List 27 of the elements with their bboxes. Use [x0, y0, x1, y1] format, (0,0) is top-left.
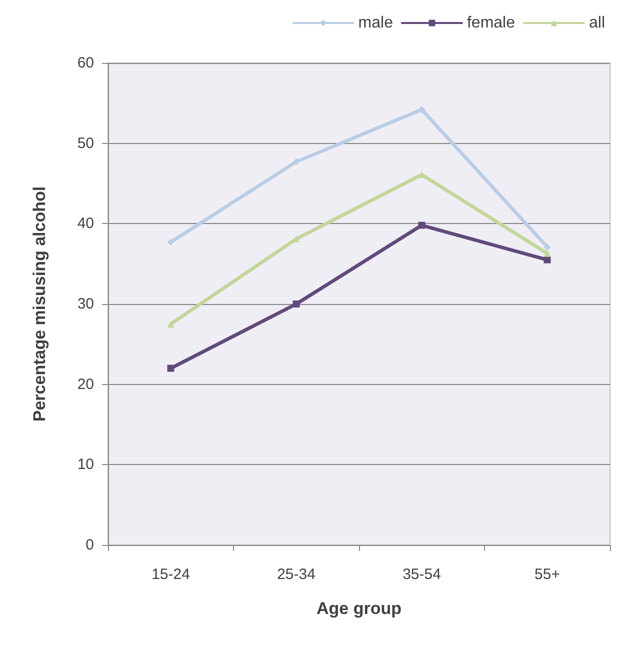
point	[544, 256, 551, 264]
x-tick-label: 55+	[534, 566, 560, 583]
point	[418, 106, 426, 114]
y-tick-label: 60	[77, 54, 94, 72]
legend-label: all	[588, 14, 606, 32]
point	[292, 158, 300, 166]
y-tick-label: 40	[77, 215, 94, 232]
point	[418, 222, 426, 229]
point	[418, 171, 426, 178]
y-tick-label: 50	[77, 134, 94, 152]
point	[167, 364, 174, 372]
point	[167, 320, 174, 328]
y-axis-title: Percentage misusing alcohol	[30, 186, 49, 422]
legend-label: male	[358, 14, 394, 32]
point	[292, 300, 300, 308]
y-tick-label: 0	[86, 536, 94, 554]
point	[167, 238, 174, 246]
y-tick-label: 30	[77, 296, 94, 312]
point	[544, 243, 551, 250]
x-tick-label: 25-34	[277, 566, 316, 583]
x-tick-label: 15-24	[152, 566, 190, 583]
y-tick-label: 10	[77, 456, 94, 474]
legend-label: female	[466, 14, 516, 32]
point	[544, 250, 551, 257]
x-tick-label: 35-54	[402, 566, 441, 583]
x-axis-title: Age group	[316, 599, 402, 618]
y-tick-label: 20	[77, 376, 94, 393]
